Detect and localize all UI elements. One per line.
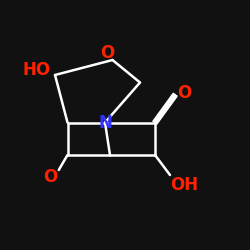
Text: HO: HO	[22, 61, 50, 79]
Text: N: N	[98, 114, 112, 132]
Text: O: O	[43, 168, 57, 186]
Text: OH: OH	[170, 176, 198, 194]
Text: O: O	[178, 84, 192, 102]
Text: O: O	[100, 44, 114, 62]
